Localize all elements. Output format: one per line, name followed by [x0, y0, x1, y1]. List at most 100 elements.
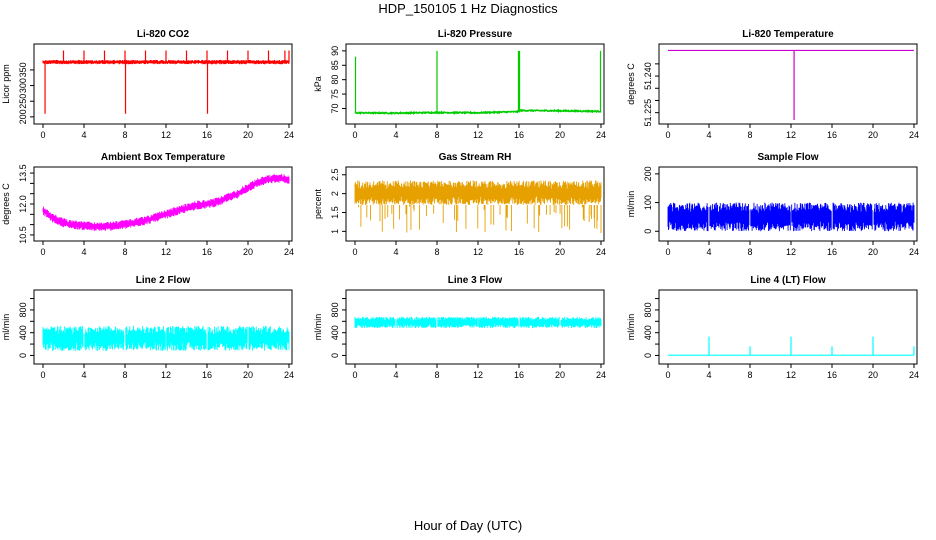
data-area: [668, 336, 915, 356]
x-tick-label: 8: [434, 370, 439, 380]
x-tick-label: 16: [202, 247, 212, 257]
x-tick-label: 8: [122, 370, 127, 380]
x-tick-label: 0: [665, 247, 670, 257]
chart-panel-6: Sample Flow ml/min 0 4 8 12 16 20 24 0 100 200: [626, 152, 919, 257]
x-tick-label: 8: [747, 247, 752, 257]
y-tick-label: 75: [330, 89, 340, 99]
series-band: [354, 316, 602, 329]
x-tick-label: 24: [909, 247, 919, 257]
y-tick-label: 1: [330, 229, 340, 234]
x-tick-label: 0: [665, 370, 670, 380]
x-tick-label: 4: [706, 370, 711, 380]
x-tick-label: 24: [909, 130, 919, 140]
y-axis-label: ml/min: [1, 314, 11, 341]
x-tick-label: 4: [393, 247, 398, 257]
x-tick-label: 16: [827, 130, 837, 140]
figure-title: HDP_150105 1 Hz Diagnostics: [378, 1, 558, 16]
x-tick-label: 8: [747, 370, 752, 380]
y-tick-label: 0: [18, 353, 28, 358]
y-tick-label: 0: [330, 353, 340, 358]
y-tick-label: 51.240: [643, 62, 653, 90]
x-tick-label: 0: [352, 130, 357, 140]
chart-title: Line 2 Flow: [136, 275, 191, 286]
x-tick-label: 20: [555, 130, 565, 140]
x-tick-label: 20: [868, 130, 878, 140]
x-tick-label: 8: [434, 130, 439, 140]
data-area: [668, 49, 914, 120]
x-tick-label: 20: [243, 130, 253, 140]
x-tick-label: 16: [827, 370, 837, 380]
x-tick-label: 8: [434, 247, 439, 257]
x-tick-label: 16: [202, 130, 212, 140]
chart-title: Li-820 Pressure: [438, 29, 513, 40]
y-axis-label: kPa: [313, 76, 323, 92]
chart-panel-1: Li-820 CO2 Licor ppm 0 4 8 12 16 20 24 2002503003…: [1, 29, 294, 140]
series-band: [354, 180, 602, 234]
x-tick-label: 4: [81, 370, 86, 380]
x-tick-label: 12: [161, 247, 171, 257]
data-area: [354, 180, 602, 234]
x-tick-label: 0: [40, 370, 45, 380]
x-tick-label: 16: [202, 370, 212, 380]
chart-title: Gas Stream RH: [439, 152, 512, 163]
y-tick-label: 10.5: [18, 226, 28, 244]
y-tick-label: 2.5: [330, 169, 340, 182]
y-tick-label: 90: [330, 46, 340, 56]
x-tick-label: 24: [284, 130, 294, 140]
x-tick-label: 12: [786, 247, 796, 257]
x-tick-label: 12: [786, 130, 796, 140]
plot-frame: [345, 43, 605, 125]
y-axis-label: Licor ppm: [1, 64, 11, 104]
series-band: [42, 325, 290, 351]
y-tick-label: 200: [18, 109, 28, 124]
x-tick-label: 20: [555, 247, 565, 257]
chart-title: Sample Flow: [757, 152, 818, 163]
x-tick-label: 12: [786, 370, 796, 380]
y-tick-label: 300: [18, 78, 28, 93]
y-axis-label: degrees C: [626, 63, 636, 105]
y-axis-label: ml/min: [626, 314, 636, 341]
data-area: [354, 50, 602, 116]
y-tick-label: 0: [643, 353, 653, 358]
x-tick-label: 24: [596, 247, 606, 257]
x-tick-label: 20: [243, 247, 253, 257]
x-tick-label: 20: [555, 370, 565, 380]
chart-panel-2: Li-820 Pressure kPa 0 4 8 12 16 20 24 70 75 80 85 90: [313, 29, 606, 140]
x-tick-label: 4: [393, 370, 398, 380]
chart-title: Li-820 Temperature: [742, 29, 834, 40]
data-area: [42, 174, 290, 232]
y-tick-label: 2: [330, 191, 340, 196]
y-axis-label: percent: [313, 188, 323, 219]
chart-title: Line 3 Flow: [448, 275, 503, 286]
y-tick-label: 800: [643, 302, 653, 317]
y-tick-label: 350: [18, 62, 28, 77]
y-tick-label: 800: [18, 302, 28, 317]
x-tick-label: 12: [161, 370, 171, 380]
x-tick-label: 4: [81, 130, 86, 140]
x-tick-label: 20: [243, 370, 253, 380]
plot-frame: [345, 166, 605, 242]
x-tick-label: 12: [473, 247, 483, 257]
x-tick-label: 12: [473, 370, 483, 380]
x-tick-label: 4: [81, 247, 86, 257]
plot-frame: [33, 166, 293, 242]
series-line: [354, 108, 602, 116]
plot-frame: [658, 166, 918, 242]
chart-panel-7: Line 2 Flow ml/min 0 4 8 12 16 20 24 0 400 800: [1, 275, 294, 380]
y-tick-label: 13.5: [18, 164, 28, 182]
y-tick-label: 800: [330, 302, 340, 317]
y-tick-label: 85: [330, 60, 340, 70]
x-tick-label: 0: [40, 130, 45, 140]
x-tick-label: 24: [284, 247, 294, 257]
data-area: [42, 50, 290, 114]
x-tick-label: 16: [827, 247, 837, 257]
y-tick-label: 400: [330, 325, 340, 340]
x-tick-label: 4: [706, 247, 711, 257]
x-tick-label: 0: [40, 247, 45, 257]
x-tick-label: 24: [284, 370, 294, 380]
x-tick-label: 8: [122, 130, 127, 140]
x-tick-label: 8: [122, 247, 127, 257]
x-tick-label: 16: [514, 370, 524, 380]
x-tick-label: 12: [161, 130, 171, 140]
